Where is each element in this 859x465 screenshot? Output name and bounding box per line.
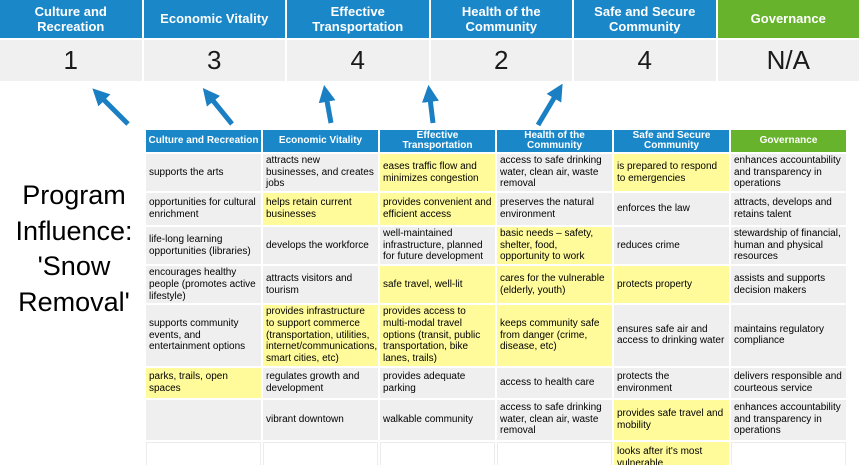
matrix-header-culture-and-recreation: Culture and Recreation bbox=[146, 130, 261, 152]
matrix-cell: attracts visitors and tourism bbox=[263, 266, 378, 304]
table-row: supports the arts attracts new businesse… bbox=[146, 154, 846, 192]
matrix-cell: vibrant downtown bbox=[263, 399, 378, 440]
matrix-cell: looks after it's most vulnerable bbox=[614, 441, 729, 465]
matrix-cell: is prepared to respond to emergencies bbox=[614, 154, 729, 192]
matrix-cell bbox=[263, 441, 378, 465]
score-health-of-the-community: 2 bbox=[430, 40, 572, 81]
matrix-cell: access to safe drinking water, clean air… bbox=[497, 399, 612, 440]
scorecard: Culture and Recreation Economic Vitality… bbox=[0, 0, 859, 81]
scorecard-header-economic-vitality: Economic Vitality bbox=[143, 0, 285, 38]
title-line: Influence: bbox=[15, 215, 133, 246]
matrix-cell: access to safe drinking water, clean air… bbox=[497, 154, 612, 192]
program-influence-title: Program Influence: 'Snow Removal' bbox=[2, 178, 146, 321]
matrix-cell: cares for the vulnerable (elderly, youth… bbox=[497, 266, 612, 304]
matrix-cell: assists and supports decision makers bbox=[731, 266, 846, 304]
matrix-cell bbox=[146, 399, 261, 440]
matrix-cell: ensures safe air and access to drinking … bbox=[614, 305, 729, 366]
scorecard-header-safe-and-secure-community: Safe and Secure Community bbox=[574, 0, 716, 38]
scorecard-header-culture-and-recreation: Culture and Recreation bbox=[0, 0, 142, 38]
matrix-cell: maintains regulatory compliance bbox=[731, 305, 846, 366]
matrix-cell: protects property bbox=[614, 266, 729, 304]
title-line: Program bbox=[22, 180, 126, 210]
matrix-cell: opportunities for cultural enrichment bbox=[146, 193, 261, 226]
score-culture-and-recreation: 1 bbox=[0, 40, 142, 81]
matrix-header-row: Culture and Recreation Economic Vitality… bbox=[146, 130, 846, 152]
matrix-header-effective-transportation: Effective Transportation bbox=[380, 130, 495, 152]
matrix-header-health-of-the-community: Health of the Community bbox=[497, 130, 612, 152]
matrix-cell: protects the environment bbox=[614, 367, 729, 398]
matrix-cell: delivers responsible and courteous servi… bbox=[731, 367, 846, 398]
matrix-cell: eases traffic flow and minimizes congest… bbox=[380, 154, 495, 192]
table-row: encourages healthy people (promotes acti… bbox=[146, 266, 846, 304]
up-arrow-icon bbox=[92, 88, 130, 126]
matrix-cell: develops the workforce bbox=[263, 227, 378, 265]
matrix-cell: encourages healthy people (promotes acti… bbox=[146, 266, 261, 304]
table-row: looks after it's most vulnerable bbox=[146, 441, 846, 465]
title-line: 'Snow bbox=[37, 251, 111, 282]
matrix-cell: walkable community bbox=[380, 399, 495, 440]
table-row: opportunities for cultural enrichment he… bbox=[146, 193, 846, 226]
arrows-layer bbox=[92, 83, 563, 127]
matrix-cell: provides access to multi-modal travel op… bbox=[380, 305, 495, 366]
matrix-cell: provides adequate parking bbox=[380, 367, 495, 398]
table-row: supports community events, and entertain… bbox=[146, 305, 846, 366]
matrix-cell: supports the arts bbox=[146, 154, 261, 192]
up-arrow-icon bbox=[535, 83, 563, 127]
matrix-header-safe-and-secure-community: Safe and Secure Community bbox=[614, 130, 729, 152]
score-effective-transportation: 4 bbox=[287, 40, 429, 81]
matrix-cell: provides infrastructure to support comme… bbox=[263, 305, 378, 366]
matrix-cell bbox=[731, 441, 846, 465]
matrix-cell: supports community events, and entertain… bbox=[146, 305, 261, 366]
matrix-cell: parks, trails, open spaces bbox=[146, 367, 261, 398]
matrix-cell bbox=[380, 441, 495, 465]
program-influence-matrix: Culture and Recreation Economic Vitality… bbox=[144, 128, 848, 465]
score-governance: N/A bbox=[717, 40, 859, 81]
matrix-cell: keeps community safe from danger (crime,… bbox=[497, 305, 612, 366]
table-row: life-long learning opportunities (librar… bbox=[146, 227, 846, 265]
matrix-cell: access to health care bbox=[497, 367, 612, 398]
matrix-cell: life-long learning opportunities (librar… bbox=[146, 227, 261, 265]
matrix-cell: regulates growth and development bbox=[263, 367, 378, 398]
up-arrow-icon bbox=[421, 84, 439, 124]
matrix-header-governance: Governance bbox=[731, 130, 846, 152]
matrix-cell: stewardship of financial, human and phys… bbox=[731, 227, 846, 265]
matrix-cell: attracts, develops and retains talent bbox=[731, 193, 846, 226]
table-row: vibrant downtown walkable community acce… bbox=[146, 399, 846, 440]
matrix-cell bbox=[146, 441, 261, 465]
score-safe-and-secure-community: 4 bbox=[574, 40, 716, 81]
matrix-cell: preserves the natural environment bbox=[497, 193, 612, 226]
matrix-cell: enhances accountability and transparency… bbox=[731, 399, 846, 440]
matrix-cell: provides convenient and efficient access bbox=[380, 193, 495, 226]
matrix-cell: reduces crime bbox=[614, 227, 729, 265]
matrix-cell: well-maintained infrastructure, planned … bbox=[380, 227, 495, 265]
matrix-cell: basic needs – safety, shelter, food, opp… bbox=[497, 227, 612, 265]
title-line: Removal' bbox=[18, 286, 130, 317]
matrix-header-economic-vitality: Economic Vitality bbox=[263, 130, 378, 152]
scorecard-header-health-of-the-community: Health of the Community bbox=[430, 0, 572, 38]
score-economic-vitality: 3 bbox=[143, 40, 285, 81]
up-arrow-icon bbox=[318, 84, 336, 124]
scorecard-header-effective-transportation: Effective Transportation bbox=[287, 0, 429, 38]
matrix-cell: provides safe travel and mobility bbox=[614, 399, 729, 440]
matrix-cell: safe travel, well-lit bbox=[380, 266, 495, 304]
matrix-cell: helps retain current businesses bbox=[263, 193, 378, 226]
matrix-cell: enhances accountability and transparency… bbox=[731, 154, 846, 192]
matrix-cell: enforces the law bbox=[614, 193, 729, 226]
matrix-cell: attracts new businesses, and creates job… bbox=[263, 154, 378, 192]
matrix-cell bbox=[497, 441, 612, 465]
up-arrow-icon bbox=[202, 88, 234, 126]
scorecard-header-governance: Governance bbox=[717, 0, 859, 38]
table-row: parks, trails, open spaces regulates gro… bbox=[146, 367, 846, 398]
